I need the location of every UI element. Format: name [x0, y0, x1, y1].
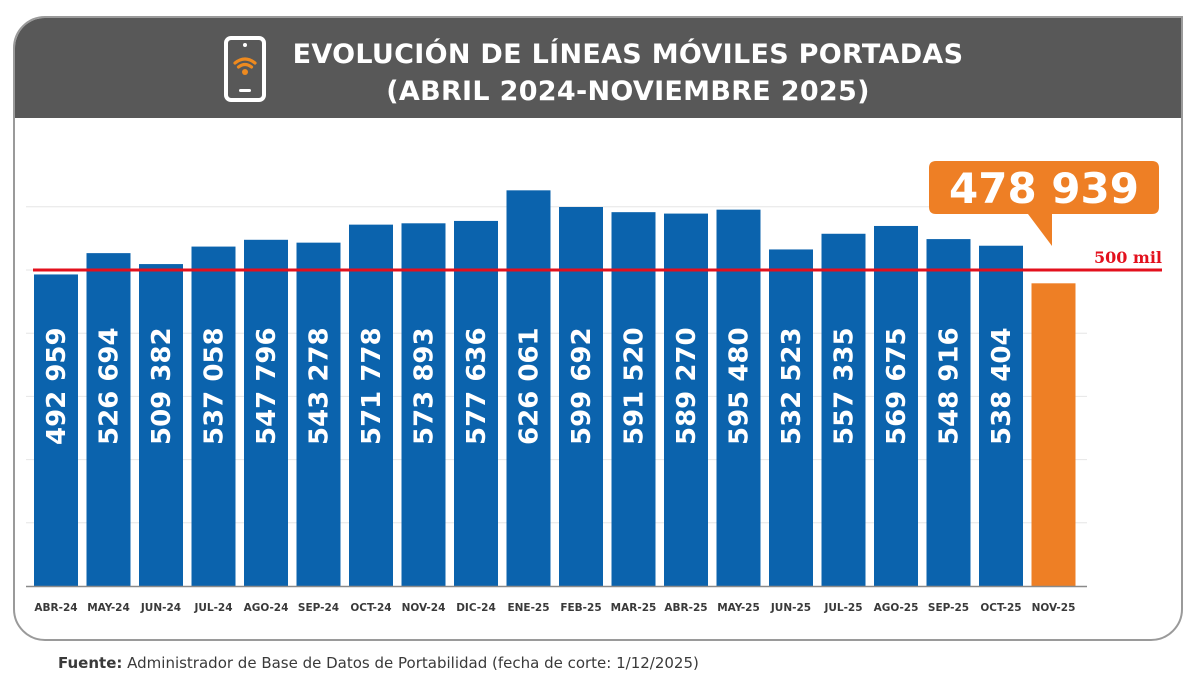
bar-value-label: 589 270 [672, 327, 702, 445]
bar-value-label: 547 796 [252, 327, 282, 445]
bar-value-label: 626 061 [515, 327, 545, 445]
bar-sep-25 [926, 239, 971, 586]
bar-jul-25 [821, 233, 866, 586]
smartphone-wifi-icon [224, 36, 266, 102]
x-tick-label: ABR-25 [664, 602, 707, 614]
x-tick-label: DIC-24 [456, 602, 496, 614]
bar-value-label: 492 959 [42, 327, 72, 445]
chart-header: EVOLUCIÓN DE LÍNEAS MÓVILES PORTADAS (AB… [15, 18, 1181, 118]
bar-value-labels: 492 959 526 694 509 382 537 058 547 796 543 2… [42, 327, 1017, 445]
x-tick-label: JUN-25 [770, 602, 811, 614]
value-callout: 478 939 [929, 161, 1159, 246]
source-text: Administrador de Base de Datos de Portab… [122, 654, 699, 672]
x-tick-label: ABR-24 [34, 602, 77, 614]
x-tick-label: AGO-24 [244, 602, 289, 614]
bar-mar-25 [611, 212, 656, 586]
bar-value-label: 557 335 [830, 327, 860, 445]
bar-value-label: 532 523 [777, 327, 807, 445]
bar-value-label: 537 058 [200, 327, 230, 445]
bar-value-label: 569 675 [882, 327, 912, 445]
source-label: Fuente: [58, 654, 123, 672]
x-tick-label: NOV-24 [402, 602, 446, 614]
x-tick-label: MAY-25 [717, 602, 760, 614]
bar-oct-24 [349, 224, 393, 587]
bar-oct-25 [979, 245, 1023, 586]
bar-may-24 [86, 253, 131, 586]
bar-dic-24 [454, 220, 498, 586]
bar-value-label: 573 893 [410, 327, 440, 445]
bar-value-label: 538 404 [987, 327, 1017, 445]
title-line-2: (ABRIL 2024-NOVIEMBRE 2025) [386, 76, 870, 107]
bar-value-label: 543 278 [305, 327, 335, 445]
bar-jun-25 [769, 249, 813, 586]
bar-value-label: 548 916 [935, 327, 965, 445]
bar-ene-25 [506, 190, 551, 586]
x-tick-label: SEP-25 [928, 602, 969, 614]
bar-value-label: 526 694 [95, 327, 125, 445]
bar-abr-25 [664, 213, 708, 586]
x-tick-label: MAR-25 [611, 602, 657, 614]
x-tick-label: ENE-25 [507, 602, 549, 614]
x-tick-label: JUN-24 [140, 602, 181, 614]
x-tick-label: JUL-24 [193, 602, 232, 614]
bar-nov-25 [1031, 283, 1076, 586]
source-note: Fuente: Administrador de Base de Datos d… [58, 654, 699, 672]
bar-value-label: 595 480 [725, 327, 755, 445]
bar-sep-24 [296, 242, 341, 586]
x-tick-labels: ABR-24 MAY-24 JUN-24 JUL-24 AGO-24 SEP-24 OCT-… [34, 602, 1075, 614]
bar-ago-24 [244, 239, 288, 587]
bar-value-label: 599 692 [567, 327, 597, 445]
x-tick-label: NOV-25 [1032, 602, 1076, 614]
bar-may-25 [716, 209, 761, 586]
bar-ago-25 [874, 225, 918, 586]
x-tick-label: SEP-24 [298, 602, 339, 614]
x-tick-label: MAY-24 [87, 602, 130, 614]
bar-jun-24 [139, 264, 183, 586]
bar-value-label: 571 778 [357, 327, 387, 445]
bar-nov-24 [401, 223, 446, 586]
x-tick-label: FEB-25 [560, 602, 601, 614]
bar-abr-24 [34, 274, 78, 586]
bar-value-label: 591 520 [620, 327, 650, 445]
chart-title: EVOLUCIÓN DE LÍNEAS MÓVILES PORTADAS (AB… [15, 36, 1181, 110]
x-tick-label: OCT-24 [350, 602, 391, 614]
title-line-1: EVOLUCIÓN DE LÍNEAS MÓVILES PORTADAS [292, 39, 964, 70]
callout-bubble [929, 161, 1159, 246]
x-tick-label: OCT-25 [980, 602, 1021, 614]
callout-value: 478 939 [949, 164, 1139, 213]
reference-line-label: 500 mil [1094, 248, 1162, 267]
bar-jul-24 [191, 246, 236, 586]
bar-value-label: 509 382 [147, 327, 177, 445]
x-tick-label: JUL-25 [823, 602, 862, 614]
bars [34, 190, 1076, 587]
bar-value-label: 577 636 [462, 327, 492, 445]
x-tick-label: AGO-25 [874, 602, 919, 614]
